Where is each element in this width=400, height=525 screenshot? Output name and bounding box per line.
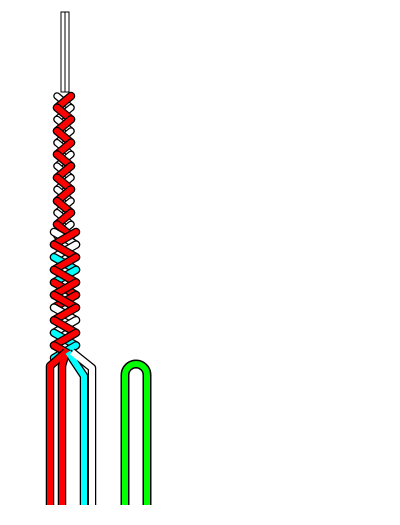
leg-white	[70, 349, 95, 505]
green-loop-outline	[120, 359, 152, 505]
leg-cyan	[65, 350, 87, 505]
braid-upper-section	[52, 91, 76, 241]
top-cords	[60, 11, 70, 93]
leg-red-inner	[59, 351, 69, 505]
leg-red-left	[47, 349, 68, 505]
top-cord-left	[60, 11, 66, 93]
top-cord-right	[64, 11, 70, 93]
braid-legs	[45, 348, 97, 505]
braid-lower-section	[49, 227, 81, 363]
green-loop-fill	[122, 361, 150, 505]
green-loop	[120, 359, 152, 505]
